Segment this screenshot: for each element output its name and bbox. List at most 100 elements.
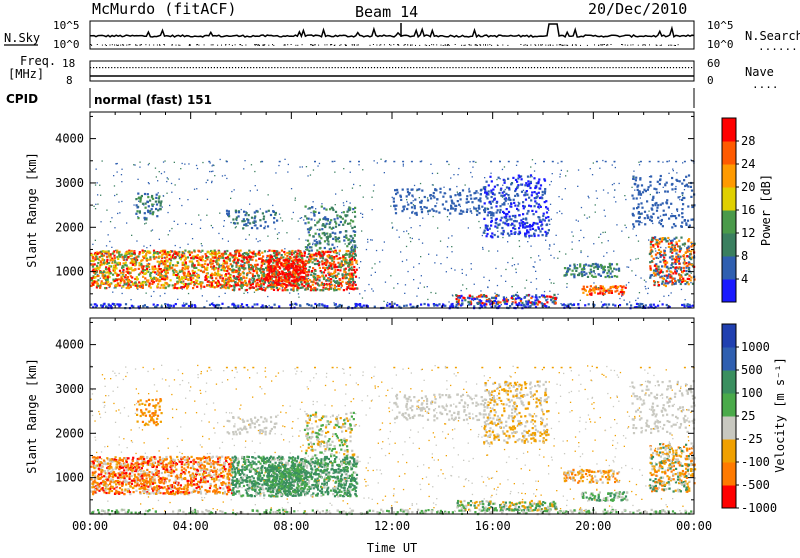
heatmap-cell [665,280,667,282]
noise-search-dot [441,45,442,46]
heatmap-cell [216,274,218,276]
heatmap-cell [291,263,293,265]
nave-dot [365,67,366,68]
heatmap-cell [654,265,656,267]
heatmap-cell [306,256,308,258]
heatmap-cell [352,220,354,222]
heatmap-cell [261,277,263,279]
heatmap-cell [516,193,518,195]
nave-dot [102,67,103,68]
heatmap-cell [121,287,122,288]
heatmap-cell [379,261,380,262]
heatmap-cell [310,286,312,288]
heatmap-cell [230,285,232,287]
heatmap-cell [296,262,298,264]
heatmap-cell [166,268,168,270]
heatmap-cell [691,190,693,192]
heatmap-cell [619,183,620,184]
heatmap-cell [472,176,473,177]
heatmap-cell [668,218,670,220]
heatmap-cell [593,162,594,163]
heatmap-cell [470,194,472,196]
heatmap-cell [137,278,139,280]
heatmap-cell [688,174,690,176]
noise-search-dot [198,45,199,46]
heatmap-cell [518,263,519,264]
heatmap-cell [537,234,539,236]
heatmap-cell [486,300,488,302]
nave-dot [483,67,484,68]
nave-dot [178,67,179,68]
heatmap-cell [252,266,254,268]
heatmap-cell [149,256,151,258]
heatmap-cell [516,272,517,273]
noise-search-dot [379,45,380,46]
heatmap-cell [666,270,668,272]
heatmap-cell [495,222,497,224]
heatmap-cell [582,268,584,270]
heatmap-cell [538,301,540,303]
heatmap-cell [325,275,327,277]
heatmap-cell [331,244,333,246]
heatmap-cell [223,266,225,268]
heatmap-cell [329,257,331,259]
heatmap-cell [218,255,220,257]
heatmap-cell [307,274,309,276]
heatmap-cell [526,213,528,215]
heatmap-cell [637,206,639,208]
heatmap-cell [666,202,668,204]
heatmap-cell [322,257,324,259]
heatmap-cell [235,284,237,286]
heatmap-cell [651,207,653,209]
heatmap-cell [633,177,634,178]
heatmap-cell [307,285,309,287]
nave-dot [501,67,502,68]
heatmap-cell [649,181,651,183]
heatmap-cell [662,254,664,256]
heatmap-cell [644,211,646,213]
heatmap-cell [246,304,248,306]
heatmap-cell [654,236,656,238]
noise-search-dot [587,45,588,46]
heatmap-cell [492,214,494,216]
heatmap-cell [102,259,104,261]
heatmap-cell [534,191,536,193]
noise-search-dot [259,45,260,46]
heatmap-cell [650,304,652,306]
heatmap-cell [581,273,583,275]
nave-dot [193,67,194,68]
heatmap-cell [331,260,333,262]
heatmap-cell [220,269,222,271]
noise-search-dot [480,45,481,46]
heatmap-cell [165,287,167,289]
heatmap-cell [138,281,140,283]
noise-search-dot [627,45,628,46]
heatmap-cell [126,251,128,253]
noise-search-dot [464,45,465,46]
nave-dot [558,67,559,68]
heatmap-cell [262,274,264,276]
heatmap-cell [318,212,320,214]
heatmap-cell [316,288,318,290]
heatmap-cell [413,279,414,280]
noise-search-dot [668,45,669,46]
heatmap-cell [642,191,644,193]
heatmap-cell [187,256,189,258]
heatmap-cell [351,258,353,260]
heatmap-cell [544,305,546,307]
heatmap-cell [107,276,109,278]
heatmap-cell [402,206,404,208]
heatmap-cell [188,279,190,281]
heatmap-cell [138,262,140,264]
nave-dot [304,67,305,68]
heatmap-cell [675,252,677,254]
nave-dot [570,67,571,68]
heatmap-cell [209,304,211,306]
heatmap-cell [137,206,139,208]
heatmap-cell [479,197,481,199]
nave-dot [347,67,348,68]
heatmap-cell [139,285,141,287]
heatmap-cell [255,259,257,261]
heatmap-cell [495,297,497,299]
heatmap-cell [545,206,547,208]
